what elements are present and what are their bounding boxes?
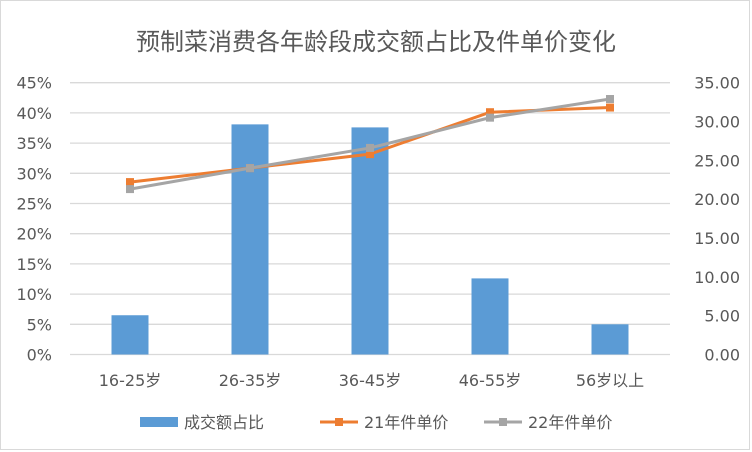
line-marker [606,103,614,112]
right-tick-label: 5.00 [704,307,740,326]
gridlines [70,82,670,356]
left-tick-label: 30% [16,164,52,183]
right-tick-label: 15.00 [694,229,740,248]
line-marker [126,178,134,187]
legend-label: 22年件单价 [528,413,612,432]
line-marker [366,150,374,159]
line-marker [486,108,494,117]
left-tick-label: 10% [16,285,52,304]
x-axis: 16-25岁 26-35岁 36-45岁 46-55岁 56岁以上 [99,371,644,390]
line-marker [246,164,254,173]
right-tick-label: 10.00 [694,268,740,287]
line-marker [366,143,374,152]
line-marker [606,95,614,104]
left-tick-label: 20% [16,225,52,244]
legend-marker [499,418,507,426]
left-tick-label: 0% [27,346,52,365]
x-tick-label: 16-25岁 [99,371,162,390]
left-tick-label: 45% [16,74,52,93]
legend-marker [335,418,343,426]
left-tick-label: 35% [16,134,52,153]
bar [231,124,269,355]
line-marker [486,113,494,122]
bar [471,278,509,355]
left-tick-label: 25% [16,195,52,214]
x-tick-label: 56岁以上 [576,371,644,390]
line-series [126,95,614,194]
left-tick-label: 40% [16,104,52,123]
chart-title: 预制菜消费各年龄段成交额占比及件单价变化 [136,28,616,56]
line-marker [126,185,134,194]
right-axis: 0.00 5.00 10.00 15.00 20.00 25.00 30.00 35.00 [694,74,740,365]
right-tick-label: 20.00 [694,190,740,209]
left-tick-label: 15% [16,255,52,274]
bar-series [111,124,629,355]
right-tick-label: 0.00 [704,346,740,365]
bar [591,324,629,355]
right-tick-label: 25.00 [694,151,740,170]
legend-label: 21年件单价 [364,413,448,432]
bar [351,127,389,355]
x-tick-label: 46-55岁 [459,371,522,390]
legend-swatch [140,417,178,427]
left-axis: 0% 5% 10% 15% 20% 25% 30% 35% 40% 45% [16,74,52,365]
left-tick-label: 5% [27,315,52,334]
bar [111,315,149,355]
right-tick-label: 30.00 [694,113,740,132]
right-tick-label: 35.00 [694,74,740,93]
legend: 成交额占比 21年件单价 22年件单价 [140,413,612,432]
x-tick-label: 36-45岁 [339,371,402,390]
x-tick-label: 26-35岁 [219,371,282,390]
legend-label: 成交额占比 [184,413,264,432]
